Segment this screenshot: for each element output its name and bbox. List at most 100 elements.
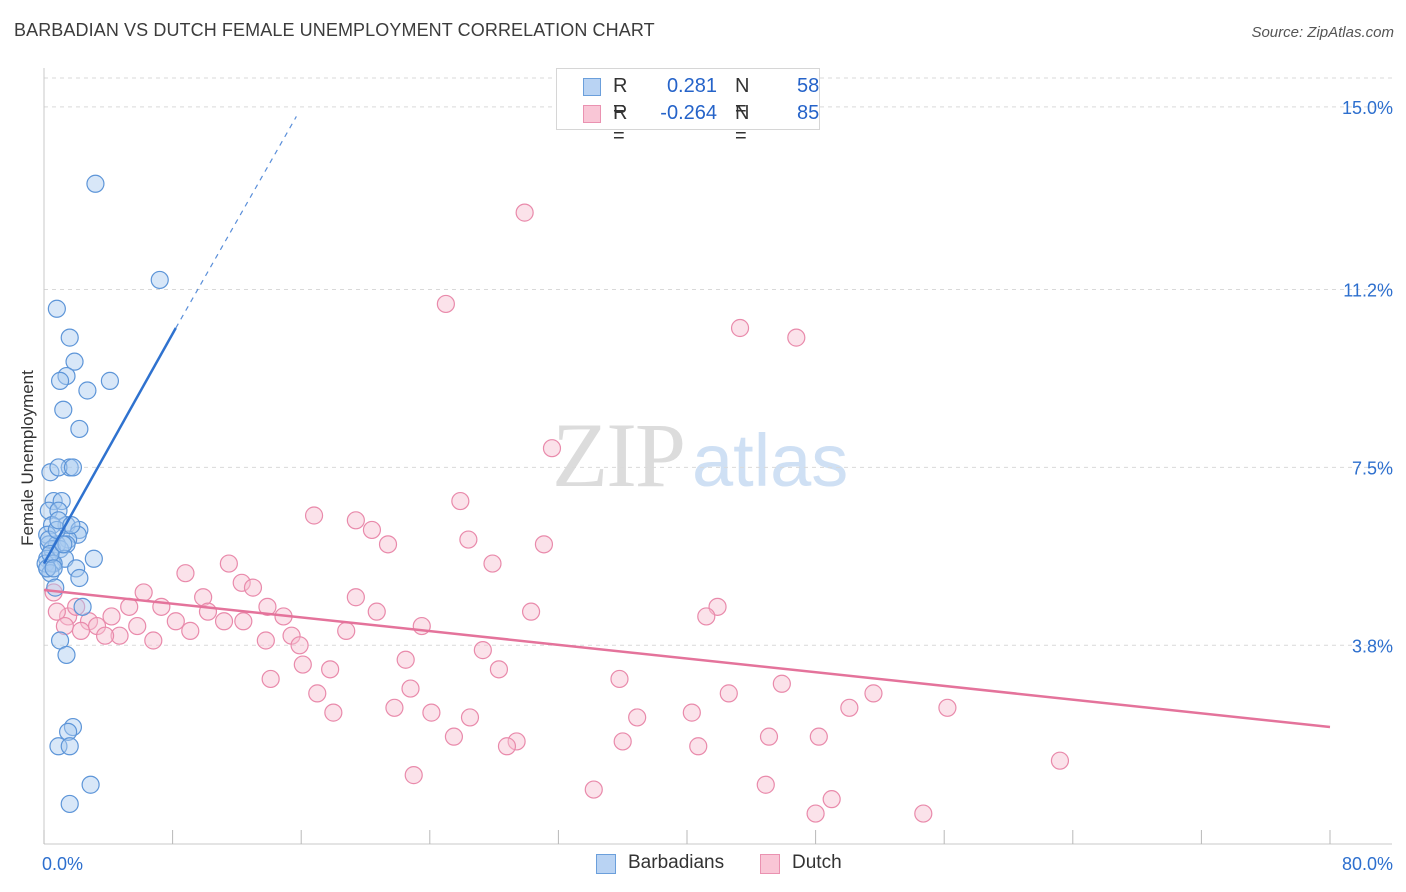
barbadian-point (65, 352, 84, 371)
dutch-point (258, 597, 277, 616)
watermark-atlas: atlas (692, 419, 849, 502)
dutch-point (806, 804, 825, 823)
dutch-point (219, 554, 238, 573)
dutch-point (243, 578, 263, 597)
dutch-point (756, 775, 775, 794)
dutch-point (459, 530, 478, 549)
legend-n-value: 85 (797, 102, 820, 124)
barbadian-point (78, 381, 97, 400)
dutch-point (451, 491, 470, 511)
legend-swatch-dutch (583, 105, 601, 123)
dutch-point (362, 520, 382, 540)
y-tick-label: 3.8% (1352, 636, 1393, 656)
dutch-point (134, 583, 153, 602)
dutch-point (864, 684, 883, 703)
barbadian-point (41, 564, 60, 583)
barbadian-point (67, 559, 86, 578)
dutch-point (840, 698, 859, 717)
dutch-point (628, 708, 647, 727)
x-tick-label: 80.0% (1342, 854, 1393, 874)
barbadian-point (49, 458, 68, 477)
barbadian-point (57, 645, 76, 665)
barbadian-point (59, 722, 78, 741)
dutch-point (176, 564, 195, 583)
dutch-point (542, 439, 562, 458)
gridlines (44, 77, 1392, 646)
y-tick-label: 11.2% (1343, 281, 1393, 301)
dutch-point (444, 727, 464, 746)
legend-r-value: -0.264 (660, 102, 717, 124)
dutch-point (497, 737, 517, 756)
dutch-point (489, 660, 509, 679)
dutch-point (822, 790, 841, 809)
barbadian-point (150, 270, 169, 290)
y-tick-label: 7.5% (1352, 458, 1393, 478)
barbadian-point (84, 549, 103, 568)
dutch-point (613, 732, 632, 751)
barbadian-point (50, 371, 70, 390)
barbadian-point (60, 737, 79, 756)
barbadian-point (46, 578, 65, 597)
barbadian-point (60, 328, 79, 347)
dutch-point (324, 703, 343, 722)
barbadian-point (81, 775, 100, 794)
dutch-point (396, 650, 415, 669)
series-legend-barbadians[interactable]: Barbadians (596, 852, 736, 876)
dutch-point (214, 612, 234, 631)
series-legend-dutch[interactable]: Dutch (760, 852, 850, 876)
barbadian-trend-line (42, 327, 177, 565)
legend-swatch-dutch (760, 854, 780, 874)
dutch-point (385, 698, 404, 717)
barbadian-point (73, 597, 92, 616)
dutch-point (67, 597, 86, 616)
dutch-point (787, 328, 806, 347)
dutch-point (759, 727, 779, 746)
legend-swatch-barbadians (596, 854, 616, 874)
trend-lines (42, 116, 1331, 729)
dutch-point (128, 616, 147, 636)
dutch-point (610, 669, 629, 689)
dutch-point (689, 737, 708, 756)
dutch-point (436, 294, 455, 314)
dutch-point (321, 660, 340, 679)
legend-r-label: R = (613, 75, 628, 120)
dutch-point (261, 669, 280, 689)
barbadian-point (100, 371, 120, 390)
dutch-point (730, 318, 750, 338)
dutch-point (460, 708, 480, 727)
barbadian-point (63, 458, 83, 477)
dutch-point (401, 679, 420, 698)
dutch-point (914, 804, 933, 823)
dutch-point (938, 698, 957, 717)
dutch-point (473, 641, 492, 660)
dutch-point (346, 588, 365, 607)
dutch-points (44, 203, 1070, 823)
dutch-point (308, 684, 327, 703)
dutch-point (337, 621, 356, 640)
barbadian-point (44, 559, 63, 578)
dutch-point (809, 727, 828, 746)
dutch-point (144, 631, 163, 650)
correlation-legend: R = 0.281 N = 58 R = -0.264 N = 85 (556, 68, 820, 147)
dutch-point (346, 511, 365, 530)
dutch-point (367, 602, 386, 621)
legend-label-dutch: Dutch (792, 852, 842, 873)
dutch-point (166, 612, 185, 631)
dutch-point (584, 780, 603, 799)
dutch-point (378, 535, 398, 554)
dutch-point (521, 602, 541, 621)
barbadian-point (52, 491, 71, 511)
dutch-point (682, 703, 701, 722)
legend-swatch-barbadians (583, 78, 601, 96)
chart-title: BARBADIAN VS DUTCH FEMALE UNEMPLOYMENT C… (14, 20, 655, 40)
barbadian-point (70, 419, 89, 439)
barbadian-point (54, 400, 73, 419)
dutch-point (534, 535, 554, 554)
dutch-point (71, 621, 91, 640)
dutch-point (293, 655, 312, 674)
tick-labels: 3.8% 7.5% 11.2% 15.0% 0.0% 80.0% (42, 98, 1393, 874)
dutch-point (256, 631, 275, 650)
dutch-point (772, 674, 791, 693)
legend-r-label: R = (613, 102, 628, 147)
barbadian-point (86, 174, 105, 193)
